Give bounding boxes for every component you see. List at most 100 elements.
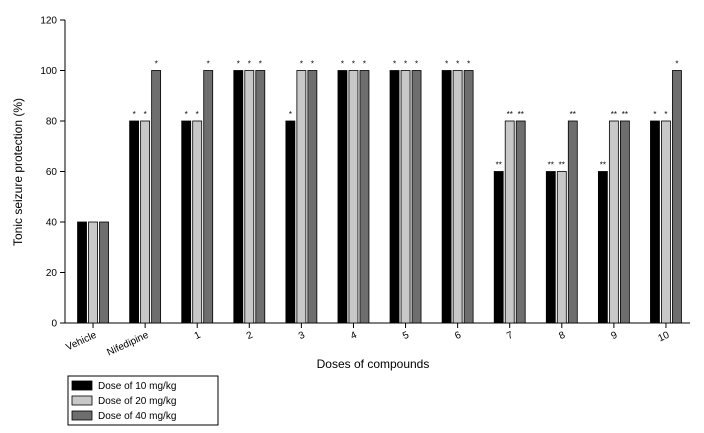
bar (233, 70, 244, 324)
significance-label: * (415, 60, 418, 69)
legend-label: Dose of 20 mg/kg (98, 396, 176, 407)
significance-label: ** (559, 161, 565, 170)
bar (255, 70, 266, 324)
bar (296, 70, 307, 324)
significance-label: * (300, 60, 303, 69)
significance-label: * (352, 60, 355, 69)
significance-label: * (363, 60, 366, 69)
bar (151, 70, 162, 324)
significance-label: * (653, 110, 656, 119)
significance-label: * (445, 60, 448, 69)
bar (337, 70, 348, 324)
bars (77, 70, 682, 324)
y-tick-label: 60 (46, 167, 58, 178)
bar (504, 120, 515, 324)
y-tick-label: 40 (46, 218, 58, 229)
significance-label: * (289, 110, 292, 119)
significance-label: ** (496, 161, 502, 170)
legend-label: Dose of 10 mg/kg (98, 381, 176, 392)
x-tick-label: 7 (505, 330, 515, 343)
bar (307, 70, 318, 324)
x-tick-label: 4 (349, 330, 359, 343)
legend-swatch (71, 395, 93, 406)
significance-label: * (259, 60, 262, 69)
significance-label: * (393, 60, 396, 69)
bar (88, 221, 98, 324)
significance-label: ** (507, 110, 513, 119)
significance-label: * (467, 60, 470, 69)
x-tick-label: 10 (656, 330, 671, 345)
legend-swatch (71, 410, 93, 421)
bar (556, 171, 567, 324)
significance-label: * (144, 110, 147, 119)
bar (140, 120, 151, 324)
y-tick-label: 100 (40, 66, 57, 77)
bar (545, 171, 556, 324)
significance-label: * (185, 110, 188, 119)
significance-label: * (311, 60, 314, 69)
significance-label: * (155, 60, 158, 69)
bar (411, 70, 422, 324)
bar (661, 120, 671, 324)
bar (463, 70, 474, 324)
x-tick-label: 5 (401, 330, 411, 343)
significance-label: ** (570, 110, 576, 119)
bar (400, 70, 411, 324)
y-axis-title: Tonic seizure protection (%) (11, 98, 25, 246)
significance-label: * (456, 60, 459, 69)
bar (608, 120, 619, 324)
x-tick-label: 2 (245, 330, 255, 343)
bar (452, 70, 463, 324)
bar (244, 70, 255, 324)
bar (359, 70, 370, 324)
significance-label: * (664, 110, 667, 119)
x-axis: Vehicle Nifedipine 1 2 3 4 5 6 7 8 9 10 (64, 322, 690, 359)
x-tick-label: Vehicle (64, 330, 98, 354)
significance-label: ** (622, 110, 628, 119)
bar (493, 171, 504, 324)
legend-label: Dose of 40 mg/kg (98, 411, 176, 422)
significance-label: * (404, 60, 407, 69)
legend: Dose of 10 mg/kg Dose of 20 mg/kg Dose of … (67, 375, 219, 426)
bar (203, 70, 214, 324)
bar (567, 120, 578, 324)
x-tick-label: Nifedipine (105, 330, 150, 359)
bar (597, 171, 608, 324)
y-tick-label: 120 (40, 16, 57, 27)
bar (99, 221, 109, 324)
significance-label: * (675, 60, 678, 69)
x-axis-title: Doses of compounds (317, 357, 430, 371)
y-axis: 0 20 40 60 80 100 120 (40, 16, 66, 330)
x-tick-label: 6 (453, 330, 463, 343)
significance-label: ** (611, 110, 617, 119)
legend-swatch (71, 380, 93, 391)
significance-label: * (196, 110, 199, 119)
bar (515, 120, 526, 324)
x-tick-label: 1 (193, 330, 203, 343)
y-tick-label: 20 (46, 268, 58, 279)
bar (192, 120, 203, 324)
significance-label: * (133, 110, 136, 119)
bar (285, 120, 296, 324)
significance-label: * (341, 60, 344, 69)
significance-label: ** (548, 161, 554, 170)
bar (129, 120, 140, 324)
significance-label: * (248, 60, 251, 69)
bar (181, 120, 192, 324)
significance-label: * (237, 60, 240, 69)
significance-label: ** (600, 161, 606, 170)
bar (650, 120, 660, 324)
legend-box (67, 375, 219, 426)
x-tick-label: 8 (557, 330, 567, 343)
significance-label: * (207, 60, 210, 69)
y-tick-label: 80 (46, 117, 58, 128)
significance-label: ** (518, 110, 524, 119)
bar (672, 70, 682, 324)
bar (348, 70, 359, 324)
x-tick-label: 9 (609, 330, 619, 343)
bar (77, 221, 87, 324)
significance-labels: * *** ** * * *** * * * * * * * * * ***** **** ******** ** *… (133, 60, 679, 170)
bar (389, 70, 400, 324)
y-tick-label: 0 (51, 319, 57, 330)
x-tick-label: 3 (297, 330, 307, 343)
